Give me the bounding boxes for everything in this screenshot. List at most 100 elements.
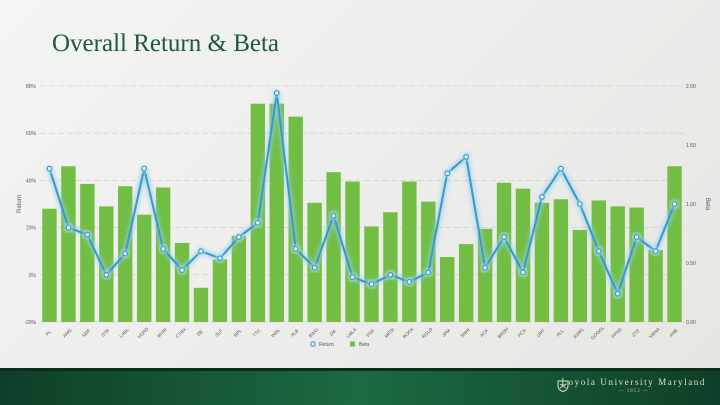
y-left-tick-label: 60%	[26, 131, 37, 137]
x-tick-label: NDF	[81, 328, 91, 338]
return-point	[368, 281, 375, 288]
beta-bar	[383, 212, 398, 322]
beta-bar	[136, 214, 152, 322]
brand-block: Loyola University Maryland — 1852 —	[561, 377, 706, 394]
beta-bar	[174, 242, 190, 322]
x-tick-label: FL	[45, 329, 53, 337]
x-tick-label: ROCK	[402, 326, 416, 340]
return-point	[349, 274, 356, 281]
x-tick-label: ANB	[668, 328, 678, 338]
y-left-tick-label: 0%	[29, 273, 37, 279]
x-tick-label: BRDH	[497, 327, 510, 340]
return-point	[652, 248, 659, 255]
beta-bar	[496, 182, 512, 322]
x-tick-label: PPNS	[610, 327, 622, 339]
beta-bar	[572, 229, 588, 322]
x-tick-label: XLB	[290, 328, 300, 338]
beta-bar	[80, 183, 95, 322]
y-right-tick-label: 0.50	[686, 261, 696, 267]
y-right-tick-label: 0.00	[686, 320, 696, 326]
x-tick-label: FCX	[517, 328, 527, 338]
beta-bar	[193, 287, 209, 322]
x-tick-label: DE	[196, 329, 204, 337]
y-right-tick-label: 1.50	[686, 143, 696, 149]
y-left-tick-label: 80%	[26, 84, 37, 90]
return-beta-chart: -20% 0% 20% 40% 60% 80% 0.00 0.50 1.00 1.50 2.00 Re…	[17, 84, 710, 348]
y-left-tick-label: 40%	[26, 178, 37, 184]
return-point	[520, 269, 526, 276]
return-point	[387, 271, 394, 278]
brand-name: Loyola University Maryland	[561, 377, 706, 387]
x-tick-label: SLF	[214, 328, 224, 338]
x-tick-label: MYRI	[156, 327, 168, 339]
return-point	[65, 224, 72, 231]
y-right-tick-label: 1.00	[686, 202, 696, 208]
x-tick-label: STB	[100, 328, 110, 338]
x-tick-label: INDL	[270, 327, 281, 338]
return-point	[254, 219, 261, 226]
x-tick-label: RGLD	[421, 326, 434, 339]
return-point	[557, 165, 564, 172]
y-right-axis-title: Beta	[704, 198, 710, 211]
return-point	[122, 250, 129, 257]
x-tick-label: CYBX	[175, 327, 187, 339]
beta-bar	[231, 235, 247, 322]
x-tick-label: JPM	[441, 328, 451, 338]
beta-bar	[288, 116, 303, 323]
beta-bar	[629, 207, 644, 322]
beta-bar	[212, 259, 228, 322]
return-point	[444, 170, 451, 177]
return-point	[46, 165, 53, 172]
x-tick-label: VRNA	[648, 326, 661, 339]
return-point	[84, 231, 91, 238]
return-point	[235, 234, 242, 240]
x-tick-label: ZTS	[631, 328, 641, 338]
x-tick-label: ACA	[479, 327, 490, 338]
beta-bar	[326, 172, 341, 322]
return-point	[482, 264, 489, 271]
return-point	[576, 201, 583, 207]
return-line	[45, 88, 679, 301]
x-tick-label: TTC	[252, 328, 262, 338]
x-tick-label: VGRD	[137, 326, 150, 339]
footer-stripe	[0, 368, 720, 371]
beta-bar	[99, 206, 114, 322]
footer-bar	[0, 368, 720, 405]
x-tick-label: GOOGL	[590, 325, 606, 341]
y-right-tick-label: 2.00	[686, 84, 696, 90]
beta-bar	[61, 166, 76, 322]
beta-bar	[591, 200, 606, 322]
return-point	[179, 267, 185, 273]
return-point	[141, 165, 148, 172]
x-tick-label: BWG	[308, 327, 320, 339]
beta-bar	[458, 244, 474, 322]
beta-bar	[402, 181, 417, 322]
y-left-axis-title: Return	[17, 195, 23, 213]
x-tick-label: BPL	[233, 328, 243, 338]
x-tick-label: AMG	[62, 327, 73, 338]
return-point	[501, 234, 507, 240]
x-tick-label: PSA	[365, 327, 376, 338]
return-point	[273, 90, 280, 96]
beta-bar	[440, 257, 455, 322]
beta-bar	[667, 166, 682, 322]
x-tick-label: ASIRL	[572, 326, 585, 339]
legend-beta-label: Beta	[359, 342, 370, 348]
return-point	[633, 234, 640, 240]
legend-return-label: Return	[319, 342, 334, 348]
slide-title: Overall Return & Beta	[52, 30, 280, 57]
x-tick-label: SNHI	[459, 327, 470, 338]
beta-bar	[553, 199, 569, 322]
x-tick-label: URT	[536, 328, 546, 338]
return-point	[217, 255, 223, 262]
beta-bar	[534, 202, 550, 322]
return-point	[406, 278, 413, 285]
return-point	[671, 201, 678, 207]
return-point	[595, 248, 602, 255]
legend: Return Beta	[310, 341, 370, 348]
brand-sub: — 1852 —	[618, 389, 649, 394]
return-line-path	[48, 92, 676, 297]
beta-bar	[155, 187, 171, 322]
beta-bar	[610, 206, 625, 322]
return-point	[425, 269, 432, 276]
